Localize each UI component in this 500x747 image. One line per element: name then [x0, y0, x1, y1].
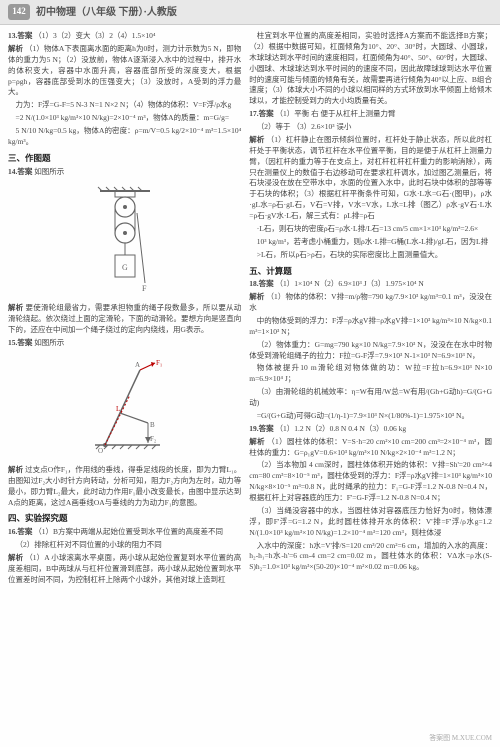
q17-analysis-label: 解析 — [249, 135, 264, 144]
q14-text: 如图所示 — [34, 167, 64, 176]
q14-answer: 14.答案 如图所示 — [8, 167, 241, 178]
q13-formula3: 5 N/10 N/kg=0.5 kg，物体A的密度：ρ=m/V=0.5 kg/2… — [8, 126, 241, 148]
q13-formula1: 力为：F浮=G-F=5 N-3 N=1 N×2 N；（4）物体的体积：V=F浮/… — [8, 100, 241, 111]
page-number-badge: 142 — [8, 4, 30, 20]
section3-title: 三、作图题 — [8, 152, 241, 165]
pulley-diagram-icon: G F — [90, 183, 160, 293]
svg-text:F₁: F₁ — [156, 359, 162, 367]
q13-answer-text: （1）3（2）变大（3）2（4）1.5×10⁴ — [34, 31, 155, 40]
q17-a4: （3）2.6×10³ — [292, 122, 334, 131]
q18-analysis4: 物体被提升10 m滑轮组对物体做的功：W拉=F拉h=6.9×10³ N×10 m… — [249, 363, 492, 385]
q19-analysis4: 入水中的深度：h水=V'排/S=120 cm³/20 cm²=6 cm，增加的入… — [249, 541, 492, 574]
q16-continuation: 柱宜到水平位置的高度差相同，实验时选择A方案而不能选择B方案；（2）根据中数据可… — [249, 31, 492, 107]
q13-analysis: 解析 （1）物体A下表面离水面的距离h为0时，测力计示数为5 N，即物体的重力为… — [8, 44, 241, 98]
q18-analysis-label: 解析 — [249, 292, 264, 301]
watermark: 答案图 M.XUE.COM — [429, 733, 492, 744]
q17-analysis: 解析 （1）杠杆静止在图示倾斜位置时，杠杆处于静止状态，所以此时杠杆处于平衡状态… — [249, 135, 492, 222]
svg-text:G: G — [122, 263, 128, 272]
q15-analysis-label: 解析 — [8, 465, 23, 474]
q18-analysis5: （3）由滑轮组的机械效率：η=W有用/W总=W有用/(Gh+G动h)=G/(G+… — [249, 387, 492, 409]
q19-a: （1）1.2 N（2）0.8 N 0.4 N（3）0.06 kg — [275, 424, 406, 433]
q14-analysis-text: 要使滑轮组最省力，需要承担物重的绳子段数最多，所以要从动滑轮绕起。依次绕过上面的… — [8, 303, 241, 334]
q18-analysis1: 解析 （1）物体的体积：V排=m/ρ物=790 kg/7.9×10³ kg/m³… — [249, 292, 492, 314]
svg-text:F: F — [142, 284, 147, 293]
pulley-figure: G F — [8, 183, 241, 297]
q17-formula2: 10³ kg/m³，若考虑小桶重力，则ρ水·L排=G桶(L水-L排)/gL石，因… — [249, 237, 492, 248]
q18-a: （1）1×10⁴ N（2）6.9×10³ J（3）1.975×10⁴ N — [275, 279, 423, 288]
q18-analysis2: 中的物体受到的浮力：F浮=ρ水gV排=ρ水gV排=1×10³ kg/m³×10 … — [249, 316, 492, 338]
q19-analysis3: （3）当绳没容器中的水，当圆柱体对容器底压力恰好为0时，物体漂浮，即F'浮=G=… — [249, 506, 492, 539]
q19-analysis2: （2）当本物加 4 cm深时，圆柱体体积开始的体积：V排=Sh'=20 cm²×… — [249, 460, 492, 504]
lever-diagram-icon: O A B F₁ L₁ F₂ — [80, 355, 170, 455]
q13-formula2: =2 N/(1.0×10³ kg/m³×10 N/kg)=2×10⁻⁴ m³，物… — [8, 113, 241, 124]
q17-formula3: >L石，所以ρ石>ρ石，石块的实际密度比上面测量值大。 — [249, 250, 492, 261]
q19-analysis1: 解析 （1）圆柱体的体积：V=S·h=20 cm²×10 cm=200 cm³=… — [249, 437, 492, 459]
q18-analysis1-text: （1）物体的体积：V排=m/ρ物=790 kg/7.9×10³ kg/m³=0.… — [249, 292, 492, 312]
q18-analysis3: （2）物体重力：G=mg=790 kg×10 N/kg=7.9×10³ N，没没… — [249, 340, 492, 362]
q13-answer: 13.答案 （1）3（2）变大（3）2（4）1.5×10⁴ — [8, 31, 241, 42]
q16-analysis: 解析 （1）A 小球滚离水平桌面，两小球从起始位置复到水平位置的高度差相同，B中… — [8, 553, 241, 586]
q17-answer: 17.答案 （1）平衡 右 便于从杠杆上测量力臂 — [249, 109, 492, 120]
q15-analysis-text: 过支点O作F₁，作用线的垂线，得垂足线段的长度，即为力臂L₁。由图知过F₂大小时… — [8, 465, 241, 507]
q19-analysis1-text: （1）圆柱体的体积：V=S·h=20 cm²×10 cm=200 cm³=2×1… — [249, 437, 492, 457]
svg-text:F₂: F₂ — [150, 435, 157, 443]
q16-a1: （1）B方案中两端从起始位置受到水平位置的高度差不同 — [34, 527, 223, 536]
q16-analysis-label: 解析 — [8, 553, 23, 562]
q19-label: 19.答案 — [249, 424, 273, 433]
q14-analysis-label: 解析 — [8, 303, 23, 312]
q15-text: 如图所示 — [34, 338, 64, 347]
q18-answer: 18.答案 （1）1×10⁴ N（2）6.9×10³ J（3）1.975×10⁴… — [249, 279, 492, 290]
q15-label: 15.答案 — [8, 338, 32, 347]
q17-answer2: （2）等于 （3）2.6×10³ 误小 — [249, 122, 492, 133]
q16-analysis-text: （1）A 小球滚离水平桌面，两小球从起始位置复到水平位置的高度差相同，B中两球从… — [8, 553, 241, 584]
q14-analysis: 解析 要使滑轮组最省力，需要承担物重的绳子段数最多，所以要从动滑轮绕起。依次绕过… — [8, 303, 241, 336]
svg-text:L₁: L₁ — [116, 405, 123, 413]
lever-figure: O A B F₁ L₁ F₂ — [8, 355, 241, 459]
q14-label: 14.答案 — [8, 167, 32, 176]
svg-text:A: A — [135, 361, 140, 369]
q16-answer1: 16.答案 （1）B方案中两端从起始位置受到水平位置的高度差不同 — [8, 527, 241, 538]
content-area: 13.答案 （1）3（2）变大（3）2（4）1.5×10⁴ 解析 （1）物体A下… — [0, 25, 500, 594]
q17-label: 17.答案 — [249, 109, 273, 118]
q19-answer: 19.答案 （1）1.2 N（2）0.8 N 0.4 N（3）0.06 kg — [249, 424, 492, 435]
q13-label: 13.答案 — [8, 31, 32, 40]
page-header: 142 初中物理（八年级 下册）·人教版 — [0, 0, 500, 25]
q17-a2: 右 — [311, 109, 319, 118]
q18-label: 18.答案 — [249, 279, 273, 288]
q17-a1: （1）平衡 — [275, 109, 309, 118]
section5-title: 五、计算题 — [249, 265, 492, 278]
analysis-label: 解析 — [8, 44, 23, 53]
q18-formula: =G/(G+G动)可得G动=(1/η-1)=7.9×10³ N×(1/80%-1… — [249, 411, 492, 422]
q15-answer: 15.答案 如图所示 — [8, 338, 241, 349]
q15-analysis: 解析 过支点O作F₁，作用线的垂线，得垂足线段的长度，即为力臂L₁。由图知过F₂… — [8, 465, 241, 509]
q13-analysis-text: （1）物体A下表面离水面的距离h为0时，测力计示数为5 N，即物体的重力为5 N… — [8, 44, 241, 97]
q16-label: 16.答案 — [8, 527, 32, 536]
right-column: 柱宜到水平位置的高度差相同，实验时选择A方案而不能选择B方案；（2）根据中数据可… — [249, 31, 492, 588]
header-title: 初中物理（八年级 下册）·人教版 — [36, 5, 177, 20]
left-column: 13.答案 （1）3（2）变大（3）2（4）1.5×10⁴ 解析 （1）物体A下… — [8, 31, 241, 588]
q17-formula1: ·L石，则石块的密度ρ石=ρ水·L排/L石=13 cm/5 cm×1×10³ k… — [249, 224, 492, 235]
svg-text:O: O — [98, 447, 103, 455]
q16-answer2: （2）排除杠杆对不同位置的小球的阻力不同 — [8, 540, 241, 551]
q17-a3: 便于从杠杆上测量力臂 — [320, 109, 395, 118]
section4-title: 四、实验探究题 — [8, 512, 241, 525]
svg-text:B: B — [150, 421, 155, 429]
q19-analysis-label: 解析 — [249, 437, 265, 446]
q17-a4-label: （2）等于 — [257, 122, 291, 131]
q17-analysis-text: （1）杠杆静止在图示倾斜位置时，杠杆处于静止状态，所以此时杠杆处于平衡状态，调节… — [249, 135, 492, 220]
q17-a5: 误小 — [336, 122, 351, 131]
